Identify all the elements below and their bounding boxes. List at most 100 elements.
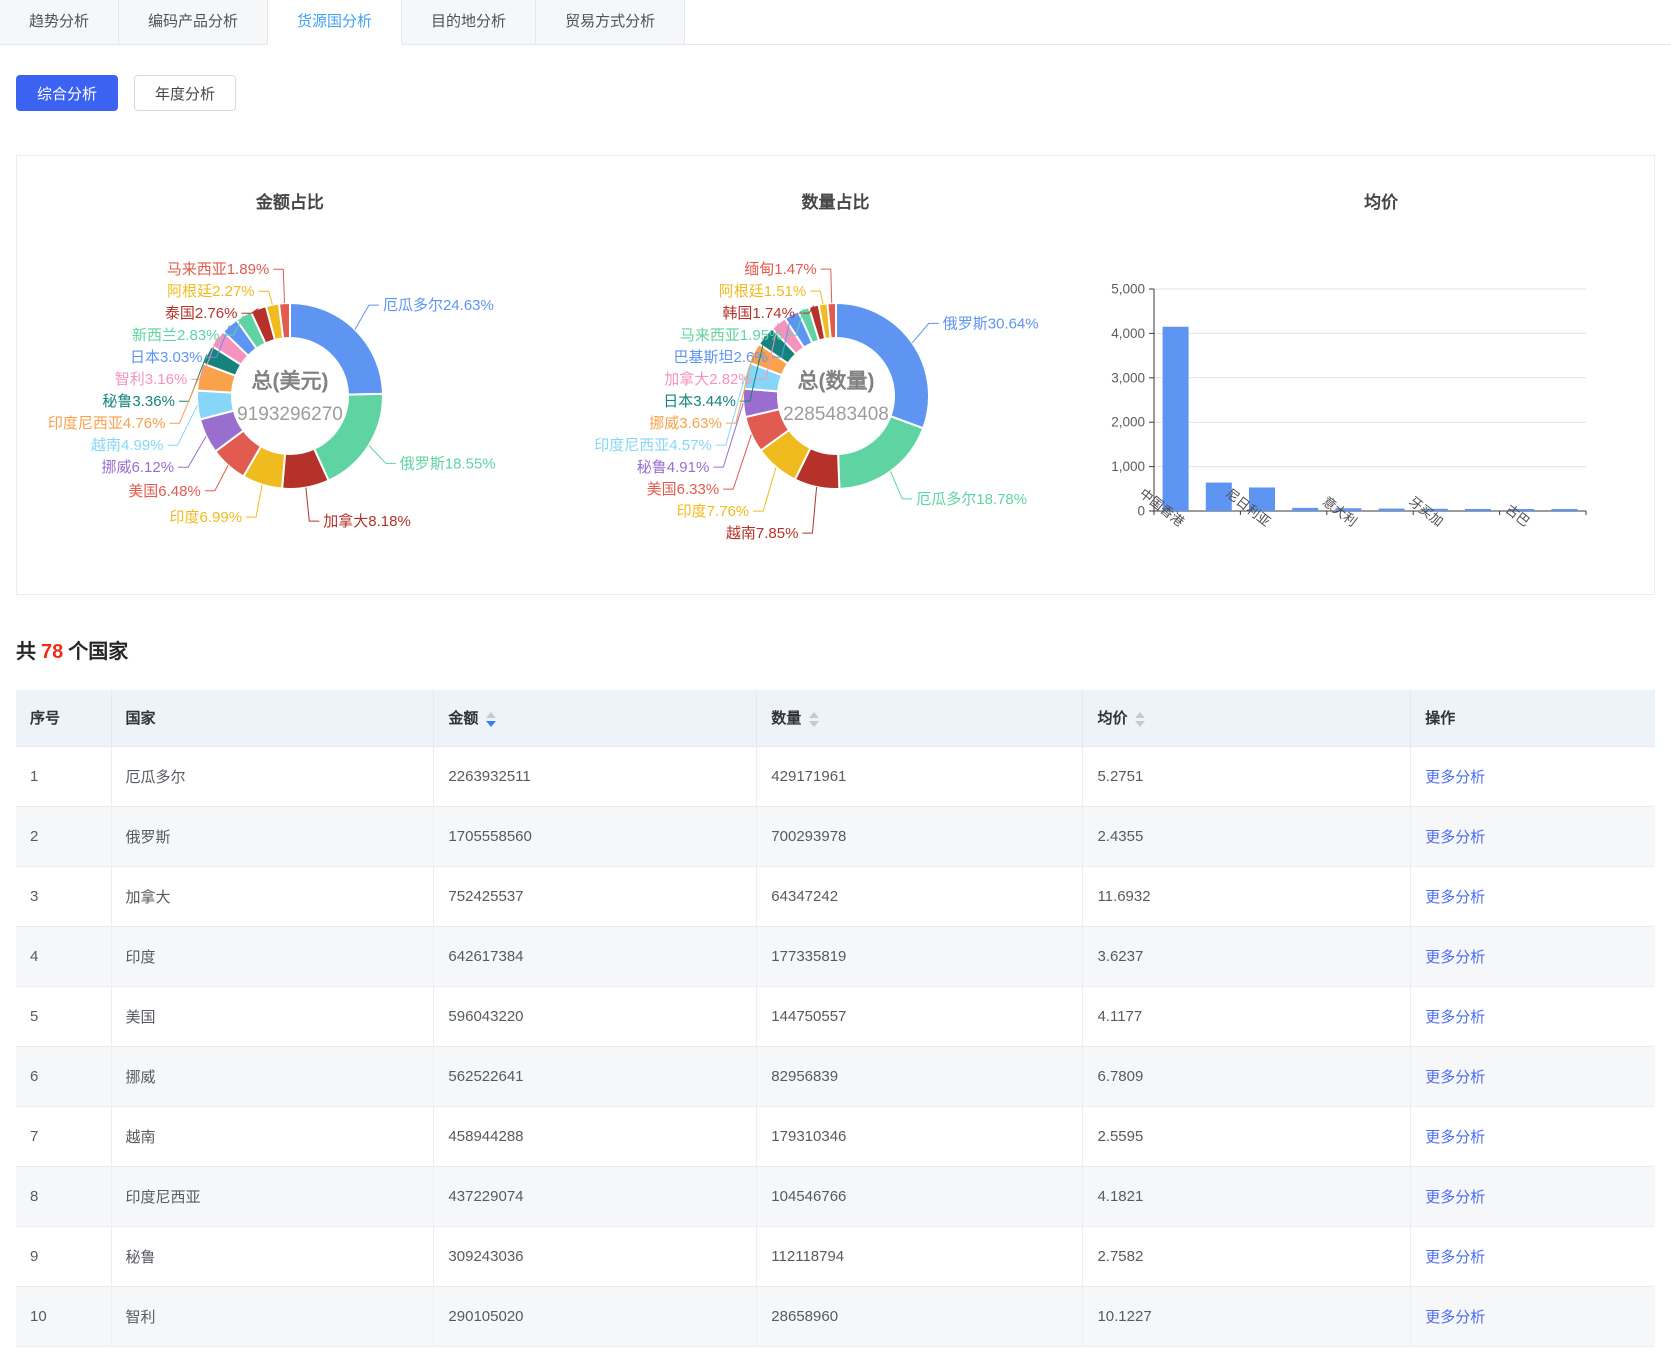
svg-text:总(美元): 总(美元) (252, 369, 329, 393)
cell-country: 越南 (111, 1106, 434, 1166)
svg-text:马来西亚1.95%: 马来西亚1.95% (680, 327, 783, 344)
tab-bar: 趋势分析 编码产品分析 货源国分析 目的地分析 贸易方式分析 (0, 0, 1671, 45)
svg-text:印度尼西亚4.76%: 印度尼西亚4.76% (48, 415, 166, 432)
cell-avg_price: 6.7809 (1083, 1046, 1411, 1106)
table-row: 3加拿大7524255376434724211.6932更多分析 (16, 866, 1655, 926)
svg-text:智利3.16%: 智利3.16% (115, 370, 188, 388)
cell-avg_price: 2.5595 (1083, 1106, 1411, 1166)
more-analysis-link[interactable]: 更多分析 (1425, 1129, 1485, 1146)
table-row: 2俄罗斯17055585607002939782.4355更多分析 (16, 806, 1655, 866)
cell-quantity: 28658960 (757, 1286, 1083, 1346)
svg-text:泰国2.76%: 泰国2.76% (165, 305, 238, 322)
count-suffix: 个国家 (68, 641, 128, 663)
table-row: 6挪威562522641829568396.7809更多分析 (16, 1046, 1655, 1106)
col-header-amount[interactable]: 金额 (434, 690, 757, 746)
cell-index: 1 (16, 746, 111, 806)
table-row: 5美国5960432201447505574.1177更多分析 (16, 986, 1655, 1046)
table-row: 8印度尼西亚4372290741045467664.1821更多分析 (16, 1166, 1655, 1226)
quantity-share-donut[interactable]: 俄罗斯30.64%厄瓜多尔18.78%缅甸1.47%阿根廷1.51%韩国1.74… (563, 156, 1109, 594)
cell-quantity: 700293978 (757, 806, 1083, 866)
table-row: 7越南4589442881793103462.5595 更多分析 (16, 1106, 1655, 1166)
more-analysis-link[interactable]: 更多分析 (1425, 1009, 1485, 1026)
composite-analysis-button[interactable]: 综合分析 (16, 75, 118, 111)
tab-destination-analysis[interactable]: 目的地分析 (402, 0, 536, 45)
tab-trend-analysis[interactable]: 趋势分析 (0, 0, 119, 45)
cell-index: 7 (16, 1106, 111, 1166)
col-header-quantity[interactable]: 数量 (757, 690, 1083, 746)
svg-text:越南4.99%: 越南4.99% (91, 437, 164, 454)
cell-index: 2 (16, 806, 111, 866)
cell-avg_price: 11.6932 (1083, 866, 1411, 926)
quantity-share-title: 数量占比 (563, 188, 1109, 213)
more-analysis-link[interactable]: 更多分析 (1425, 949, 1485, 966)
svg-text:挪威6.12%: 挪威6.12% (102, 459, 175, 476)
cell-avg_price: 10.1227 (1083, 1286, 1411, 1346)
svg-text:越南7.85%: 越南7.85% (726, 525, 799, 542)
svg-text:阿根廷2.27%: 阿根廷2.27% (167, 283, 255, 300)
annual-analysis-button[interactable]: 年度分析 (134, 75, 236, 111)
cell-quantity: 144750557 (757, 986, 1083, 1046)
cell-avg_price: 2.4355 (1083, 806, 1411, 866)
tab-trade-mode-analysis[interactable]: 贸易方式分析 (536, 0, 685, 45)
cell-action: 更多分析 (1411, 806, 1655, 866)
svg-text:总(数量): 总(数量) (797, 369, 874, 393)
tab-source-country-analysis[interactable]: 货源国分析 (268, 0, 402, 45)
more-analysis-link[interactable]: 更多分析 (1425, 1309, 1485, 1326)
cell-quantity: 64347242 (757, 866, 1083, 926)
svg-text:新西兰2.83%: 新西兰2.83% (132, 327, 220, 344)
svg-text:4,000: 4,000 (1112, 326, 1146, 341)
cell-amount: 752425537 (434, 866, 757, 926)
cell-country: 挪威 (111, 1046, 434, 1106)
cell-action: 更多分析 (1411, 866, 1655, 926)
cell-index: 9 (16, 1226, 111, 1286)
tabbar-filler (685, 0, 1671, 44)
more-analysis-link[interactable]: 更多分析 (1425, 889, 1485, 906)
more-analysis-link[interactable]: 更多分析 (1425, 829, 1485, 846)
amount-share-donut[interactable]: 厄瓜多尔24.63%俄罗斯18.55%加拿大8.18%马来西亚1.89%阿根廷2… (17, 156, 563, 594)
more-analysis-link[interactable]: 更多分析 (1425, 769, 1485, 786)
cell-index: 5 (16, 986, 111, 1046)
svg-text:美国6.33%: 美国6.33% (646, 481, 719, 498)
cell-amount: 458944288 (434, 1106, 757, 1166)
cell-quantity: 82956839 (757, 1046, 1083, 1106)
sort-icon-amount (486, 712, 496, 727)
country-table: 序号 国家 金额 数量 均价 操作 1厄瓜多尔22639325114291719… (16, 690, 1655, 1347)
svg-text:1,000: 1,000 (1112, 459, 1146, 474)
svg-text:印度尼西亚4.57%: 印度尼西亚4.57% (594, 437, 712, 454)
more-analysis-link[interactable]: 更多分析 (1425, 1249, 1485, 1266)
tab-coded-product-analysis[interactable]: 编码产品分析 (119, 0, 268, 45)
cell-action: 更多分析 (1411, 746, 1655, 806)
cell-action: 更多分析 (1411, 1286, 1655, 1346)
cell-quantity: 177335819 (757, 926, 1083, 986)
cell-avg_price: 5.2751 (1083, 746, 1411, 806)
table-row: 9秘鲁3092430361121187942.7582更多分析 (16, 1226, 1655, 1286)
charts-panel: 金额占比 厄瓜多尔24.63%俄罗斯18.55%加拿大8.18%马来西亚1.89… (16, 155, 1655, 595)
avg-price-chart-cell: 均价 01,0002,0003,0004,0005,000中国香港尼日利亚意大利… (1108, 156, 1654, 594)
col-header-avg-price[interactable]: 均价 (1083, 690, 1411, 746)
cell-avg_price: 3.6237 (1083, 926, 1411, 986)
filter-row: 综合分析 年度分析 (16, 75, 1655, 111)
svg-text:加拿大2.82%: 加拿大2.82% (664, 370, 752, 388)
cell-amount: 642617384 (434, 926, 757, 986)
cell-quantity: 179310346 (757, 1106, 1083, 1166)
svg-text:俄罗斯30.64%: 俄罗斯30.64% (942, 315, 1038, 332)
cell-action: 更多分析 (1411, 1046, 1655, 1106)
svg-text:加拿大8.18%: 加拿大8.18% (323, 512, 411, 530)
svg-text:马来西亚1.89%: 马来西亚1.89% (167, 261, 270, 278)
cell-amount: 562522641 (434, 1046, 757, 1106)
svg-text:厄瓜多尔18.78%: 厄瓜多尔18.78% (916, 491, 1027, 508)
more-analysis-link[interactable]: 更多分析 (1425, 1069, 1485, 1086)
svg-text:厄瓜多尔24.63%: 厄瓜多尔24.63% (383, 297, 494, 314)
svg-text:美国6.48%: 美国6.48% (128, 483, 201, 500)
avg-price-bar-chart[interactable]: 01,0002,0003,0004,0005,000中国香港尼日利亚意大利牙买加… (1108, 156, 1654, 594)
table-header-row: 序号 国家 金额 数量 均价 操作 (16, 690, 1655, 746)
cell-action: 更多分析 (1411, 986, 1655, 1046)
svg-text:日本3.03%: 日本3.03% (130, 349, 203, 366)
svg-text:秘鲁3.36%: 秘鲁3.36% (102, 393, 175, 410)
cell-index: 10 (16, 1286, 111, 1346)
cell-country: 加拿大 (111, 866, 434, 926)
more-analysis-link[interactable]: 更多分析 (1425, 1189, 1485, 1206)
cell-quantity: 112118794 (757, 1226, 1083, 1286)
cell-action: 更多分析 (1411, 1106, 1655, 1166)
svg-text:巴基斯坦2.6%: 巴基斯坦2.6% (673, 349, 767, 366)
